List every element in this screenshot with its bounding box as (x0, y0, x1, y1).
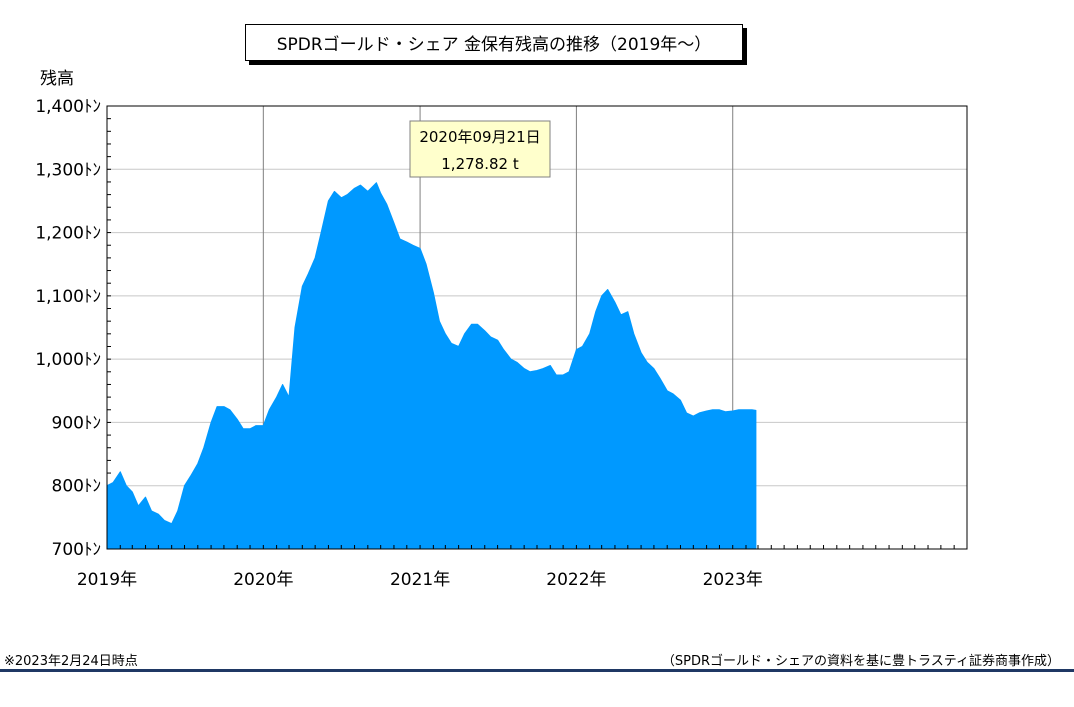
source-note: （SPDRゴールド・シェアの資料を基に豊トラスティ証券商事作成） (661, 654, 1060, 669)
y-tick-label: 1,100ﾄﾝ (35, 287, 101, 307)
y-tick-label: 1,200ﾄﾝ (35, 224, 101, 244)
y-tick-label: 1,000ﾄﾝ (35, 350, 101, 370)
as-of-note: ※2023年2月24日時点 (4, 654, 138, 669)
x-tick-label: 2023年 (703, 570, 763, 590)
y-axis-label: 残高 (40, 69, 74, 89)
y-tick-label: 800ﾄﾝ (52, 477, 101, 497)
y-tick-label: 700ﾄﾝ (52, 540, 101, 560)
x-tick-label: 2021年 (390, 570, 450, 590)
y-tick-label: 900ﾄﾝ (52, 413, 101, 433)
tooltip-date: 2020年09月21日 (419, 128, 540, 146)
y-tick-label: 1,300ﾄﾝ (35, 160, 101, 180)
peak-tooltip (409, 120, 551, 178)
chart-title: SPDRゴールド・シェア 金保有残高の推移（2019年～） (245, 24, 743, 61)
y-tick-label: 1,400ﾄﾝ (35, 97, 101, 117)
holdings-area (106, 182, 757, 550)
x-tick-label: 2020年 (233, 570, 293, 590)
x-tick-label: 2019年 (77, 570, 137, 590)
plot-frame (106, 105, 968, 550)
tooltip-value: 1,278.82 t (441, 155, 519, 173)
footer-rule (0, 669, 1074, 672)
x-tick-label: 2022年 (546, 570, 606, 590)
